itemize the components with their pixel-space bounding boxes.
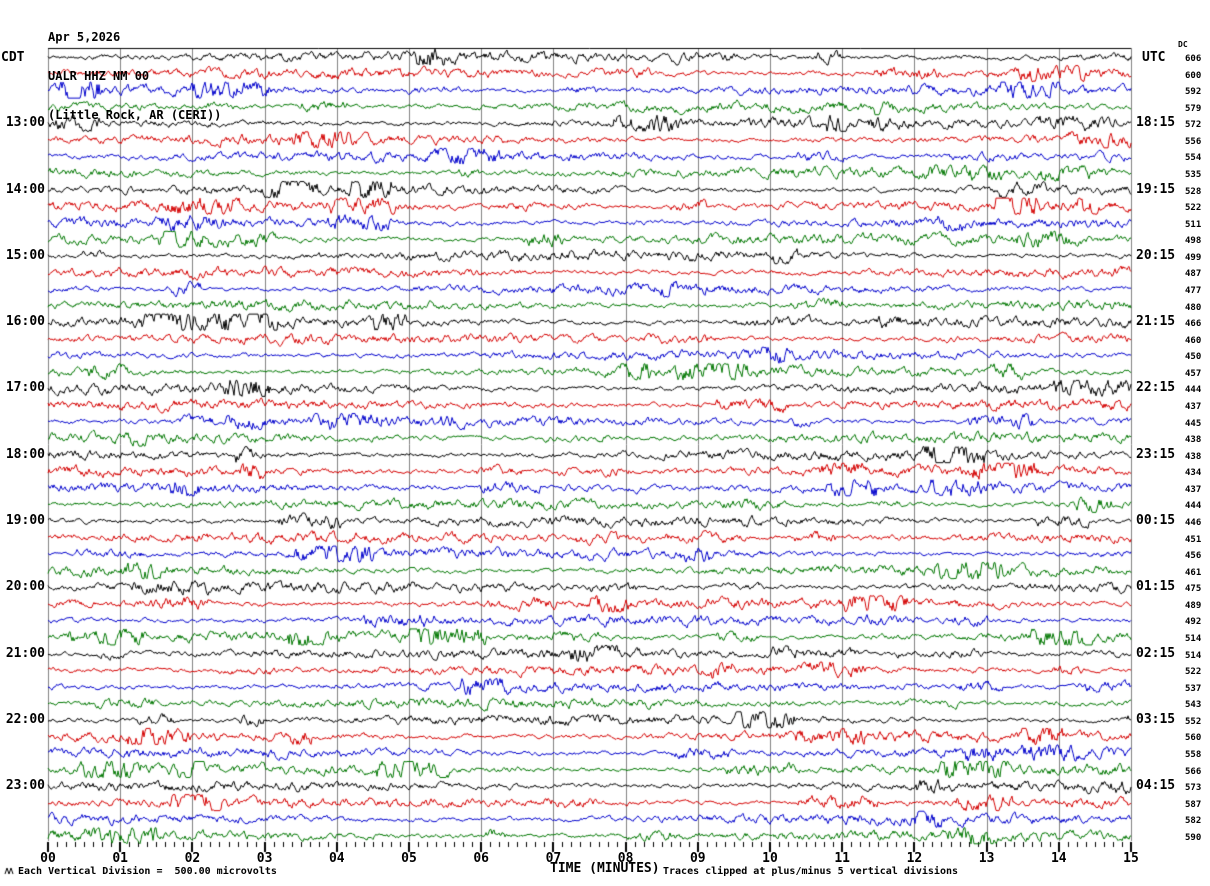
- dc-offset-value: 498: [1185, 236, 1202, 247]
- dc-offset-value: 438: [1185, 451, 1202, 462]
- vertical-division-note: Each Vertical Division = 500.00 microvol…: [18, 866, 277, 877]
- x-tick-label: 07: [545, 851, 562, 866]
- dc-offset-value: 558: [1185, 749, 1202, 760]
- utc-time-label: 22:15: [1136, 380, 1176, 396]
- dc-offset-value: 477: [1185, 285, 1202, 296]
- dc-offset-value: 492: [1185, 617, 1202, 628]
- dc-offset-value: 461: [1185, 567, 1202, 578]
- utc-time-label: 04:15: [1136, 778, 1176, 794]
- dc-offset-value: 437: [1185, 484, 1202, 495]
- utc-time-label: 00:15: [1136, 512, 1176, 528]
- left-axis-title: CDT: [1, 50, 25, 65]
- x-tick-label: 00: [40, 851, 56, 866]
- dc-offset-value: 582: [1185, 816, 1202, 827]
- utc-time-label: 19:15: [1136, 181, 1176, 197]
- dc-offset-value: 438: [1185, 435, 1202, 446]
- dc-offset-value: 522: [1185, 667, 1202, 678]
- x-tick-label: 08: [617, 851, 634, 866]
- dc-offset-value: 489: [1185, 600, 1202, 611]
- dc-offset-value: 587: [1185, 799, 1202, 810]
- dc-offset-value: 499: [1185, 252, 1202, 263]
- x-tick-label: 12: [906, 851, 923, 866]
- dc-offset-value: 528: [1185, 186, 1202, 197]
- x-tick-label: 15: [1123, 851, 1139, 866]
- x-tick-label: 04: [328, 851, 345, 866]
- dc-offset-value: 572: [1185, 120, 1202, 131]
- x-tick-label: 13: [978, 851, 995, 866]
- dc-offset-value: 487: [1185, 269, 1202, 280]
- x-tick-label: 01: [112, 851, 129, 866]
- dc-offset-value: 579: [1185, 103, 1202, 114]
- cdt-hour-label: 16:00: [5, 314, 45, 330]
- dc-offset-value: 600: [1185, 70, 1202, 81]
- cdt-hour-label: 17:00: [5, 380, 45, 396]
- dc-offset-value: 466: [1185, 319, 1202, 330]
- cdt-hour-label: 18:00: [5, 446, 45, 462]
- utc-time-label: 01:15: [1136, 579, 1176, 595]
- dc-offset-value: 460: [1185, 335, 1202, 346]
- cdt-hour-label: 15:00: [5, 247, 45, 263]
- cdt-hour-label: 20:00: [5, 579, 45, 595]
- dc-offset-value: 552: [1185, 716, 1202, 727]
- x-tick-label: 05: [401, 851, 417, 866]
- cdt-hour-label: 13:00: [5, 115, 45, 131]
- cdt-hour-label: 14:00: [5, 181, 45, 197]
- dc-offset-value: 514: [1185, 650, 1202, 661]
- dc-offset-value: 446: [1185, 517, 1202, 528]
- dc-offset-value: 444: [1185, 385, 1202, 396]
- dc-offset-value: 457: [1185, 368, 1202, 379]
- dc-offset-value: 456: [1185, 551, 1202, 562]
- utc-time-label: 02:15: [1136, 645, 1176, 661]
- x-tick-label: 11: [834, 851, 851, 866]
- cdt-hour-label: 23:00: [5, 778, 45, 794]
- dc-offset-value: 450: [1185, 352, 1202, 363]
- dc-offset-value: 556: [1185, 136, 1202, 147]
- dc-offset-value: 535: [1185, 169, 1202, 180]
- dc-offset-value: 480: [1185, 302, 1202, 313]
- dc-offset-value: 566: [1185, 766, 1202, 777]
- dc-offset-value: 434: [1185, 468, 1202, 479]
- dc-offset-value: 514: [1185, 633, 1202, 644]
- dc-offset-value: 445: [1185, 418, 1202, 429]
- dc-offset-value: 592: [1185, 87, 1202, 98]
- x-axis-title: TIME (MINUTES): [550, 861, 660, 876]
- utc-time-label: 23:15: [1136, 446, 1176, 462]
- cdt-hour-label: 22:00: [5, 711, 45, 727]
- cdt-hour-label: 19:00: [5, 512, 45, 528]
- dc-offset-value: 511: [1185, 219, 1202, 230]
- dc-offset-value: 590: [1185, 832, 1202, 843]
- x-tick-label: 02: [184, 851, 201, 866]
- clipping-note: Traces clipped at plus/minus 5 vertical …: [663, 866, 959, 877]
- x-tick-label: 03: [256, 851, 273, 866]
- plot-header: Apr 5,2026 UALR HHZ NM 00 (Little Rock, …: [48, 5, 221, 148]
- utc-time-label: 21:15: [1136, 314, 1176, 330]
- dc-offset-value: 543: [1185, 700, 1202, 711]
- x-tick-label: 14: [1050, 851, 1067, 866]
- utc-time-label: 03:15: [1136, 711, 1176, 727]
- header-location: (Little Rock, AR (CERI)): [48, 108, 222, 122]
- utc-time-label: 20:15: [1136, 247, 1176, 263]
- right-axis-title: UTC: [1142, 50, 1166, 65]
- dc-offset-value: 560: [1185, 733, 1202, 744]
- x-tick-label: 10: [762, 851, 778, 866]
- cdt-hour-label: 21:00: [5, 645, 45, 661]
- header-date: Apr 5,2026: [48, 30, 121, 44]
- dc-offset-value: 444: [1185, 501, 1202, 512]
- dc-offset-value: 554: [1185, 153, 1202, 164]
- x-tick-label: 09: [689, 851, 706, 866]
- header-station: UALR HHZ NM 00: [48, 69, 150, 83]
- dc-offset-value: 573: [1185, 783, 1202, 794]
- dc-offset-value: 537: [1185, 683, 1202, 694]
- dc-offset-value: 606: [1185, 54, 1202, 64]
- dc-offset-value: 437: [1185, 401, 1202, 412]
- x-tick-label: 06: [473, 851, 490, 866]
- dc-column-title: DC: [1178, 40, 1188, 49]
- dc-offset-value: 522: [1185, 203, 1202, 214]
- dc-offset-value: 475: [1185, 584, 1202, 595]
- utc-time-label: 18:15: [1136, 115, 1176, 131]
- dc-offset-value: 451: [1185, 534, 1202, 545]
